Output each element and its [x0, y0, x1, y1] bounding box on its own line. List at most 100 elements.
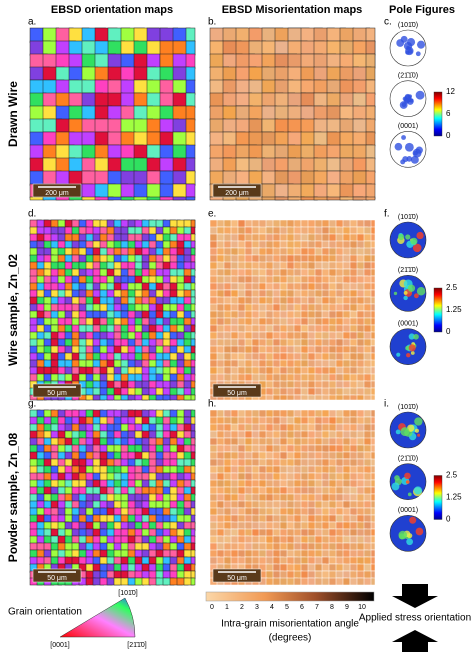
grain	[258, 282, 267, 291]
colorbar-tick: 1.25	[446, 305, 462, 314]
map: 50 μm	[209, 219, 376, 401]
tick-label: 1	[225, 604, 229, 611]
grain	[223, 233, 233, 242]
grain	[258, 338, 267, 347]
grain	[68, 53, 84, 70]
grain	[326, 131, 343, 148]
tick-label: 10	[358, 604, 366, 611]
pole-label: (101̄0)	[398, 404, 418, 411]
grain	[265, 451, 274, 460]
grain	[190, 500, 196, 509]
panel-letter: e.	[208, 209, 216, 220]
grain	[185, 170, 196, 186]
grain	[370, 563, 376, 573]
grain	[148, 563, 157, 572]
grain	[190, 416, 196, 425]
grain	[120, 282, 129, 292]
pole-blob	[405, 234, 411, 240]
grain	[71, 423, 80, 432]
grain	[342, 528, 351, 537]
grain	[370, 303, 376, 312]
grain	[274, 118, 289, 134]
pole-blob	[414, 417, 423, 426]
grain	[370, 373, 376, 382]
grain	[356, 409, 365, 418]
grain	[314, 387, 323, 396]
grain	[370, 458, 376, 467]
pole-blob	[394, 475, 400, 481]
legend-unit: (degrees)	[269, 633, 312, 644]
grain	[106, 542, 115, 551]
pole-blob	[407, 49, 413, 54]
grain	[106, 338, 115, 347]
grain	[190, 296, 196, 306]
grain	[190, 380, 196, 389]
grain	[370, 542, 376, 551]
grain	[141, 373, 150, 382]
grain	[339, 157, 355, 173]
grain	[190, 254, 196, 263]
grain	[235, 131, 251, 147]
map: 50 μm	[29, 219, 196, 401]
pole-blob	[416, 231, 424, 240]
grain	[370, 254, 376, 263]
grain	[113, 324, 122, 334]
pole-label: (0001)	[398, 321, 418, 328]
grain	[92, 416, 101, 425]
pole-blob	[416, 287, 426, 296]
pole-blob	[410, 237, 418, 245]
colorbar-tick: 0	[446, 327, 451, 336]
grain	[365, 183, 376, 200]
pole-label: (21̄1̄0)	[398, 267, 418, 274]
pole-blob	[412, 243, 422, 253]
grain	[57, 268, 66, 278]
grain	[230, 226, 239, 235]
colorbar-ticks: 0 1 2 3 4 5 6 7 8 9 10	[210, 604, 366, 611]
scale-label: 50 μm	[47, 390, 67, 397]
grain	[134, 521, 143, 530]
grain	[185, 40, 196, 56]
pole-blob	[400, 159, 406, 165]
panel-letter: a.	[28, 17, 36, 28]
grain	[43, 268, 52, 277]
pole-blob	[403, 94, 412, 103]
grain	[370, 416, 376, 426]
grain	[185, 196, 196, 201]
pole-blob	[414, 293, 419, 299]
grain	[335, 479, 345, 488]
grain	[29, 196, 45, 201]
grain	[190, 394, 196, 401]
pole-blob	[410, 351, 415, 355]
grain	[155, 500, 164, 509]
grain	[55, 170, 70, 187]
grain	[328, 261, 337, 270]
grain	[64, 345, 73, 355]
grain	[370, 338, 376, 348]
grain	[169, 366, 178, 375]
grain	[356, 437, 365, 447]
grain	[185, 79, 196, 95]
grain	[141, 394, 150, 401]
grain	[279, 486, 288, 495]
grain	[29, 170, 44, 186]
grain	[370, 296, 376, 305]
grain	[223, 556, 232, 565]
grain	[57, 275, 66, 284]
colorbar-tick: 2.5	[446, 471, 458, 480]
pole-blob	[414, 428, 419, 433]
grain	[272, 507, 281, 517]
grain	[248, 118, 263, 134]
grain	[190, 331, 196, 340]
grain	[328, 240, 337, 249]
grain	[314, 275, 323, 284]
grain	[183, 472, 192, 481]
grain	[190, 451, 196, 461]
grain	[365, 40, 376, 56]
grain	[222, 66, 237, 81]
grain	[222, 118, 239, 134]
grain	[216, 303, 225, 313]
grain	[85, 416, 94, 425]
grain	[222, 92, 238, 107]
grain	[99, 324, 108, 333]
grain	[127, 226, 137, 235]
